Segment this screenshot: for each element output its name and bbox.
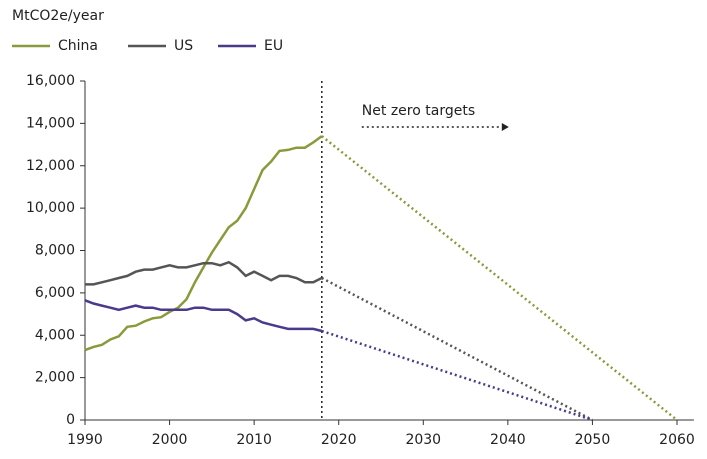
y-tick-label: 14,000 [26,115,75,131]
y-tick-label: 12,000 [26,158,75,174]
y-tick-label: 2,000 [35,370,75,386]
projection-line [321,135,678,421]
series-line [85,260,323,286]
series-line [84,299,323,333]
y-tick-label: 16,000 [26,73,75,89]
x-tick-label: 2050 [575,432,611,448]
projection-line [321,329,593,422]
annotation-arrowhead [501,123,509,131]
y-tick-label: 10,000 [26,200,75,216]
y-tick-label: 0 [66,412,75,428]
series-line [84,135,323,352]
y-axis-label: MtCO2e/year [12,8,104,24]
x-tick-label: 1990 [67,432,103,448]
x-tick-label: 2000 [152,432,188,448]
legend-label: US [174,38,193,54]
x-tick-label: 2010 [236,432,272,448]
x-tick-label: 2060 [659,432,695,448]
annotation-text: Net zero targets [362,103,475,119]
x-tick-label: 2020 [321,432,357,448]
y-tick-label: 8,000 [35,243,75,259]
y-tick-label: 4,000 [35,327,75,343]
projection-line [321,276,593,422]
legend-label: China [58,38,98,54]
legend-label: EU [264,38,283,54]
x-tick-label: 2030 [405,432,441,448]
y-tick-label: 6,000 [35,285,75,301]
x-tick-label: 2040 [490,432,526,448]
